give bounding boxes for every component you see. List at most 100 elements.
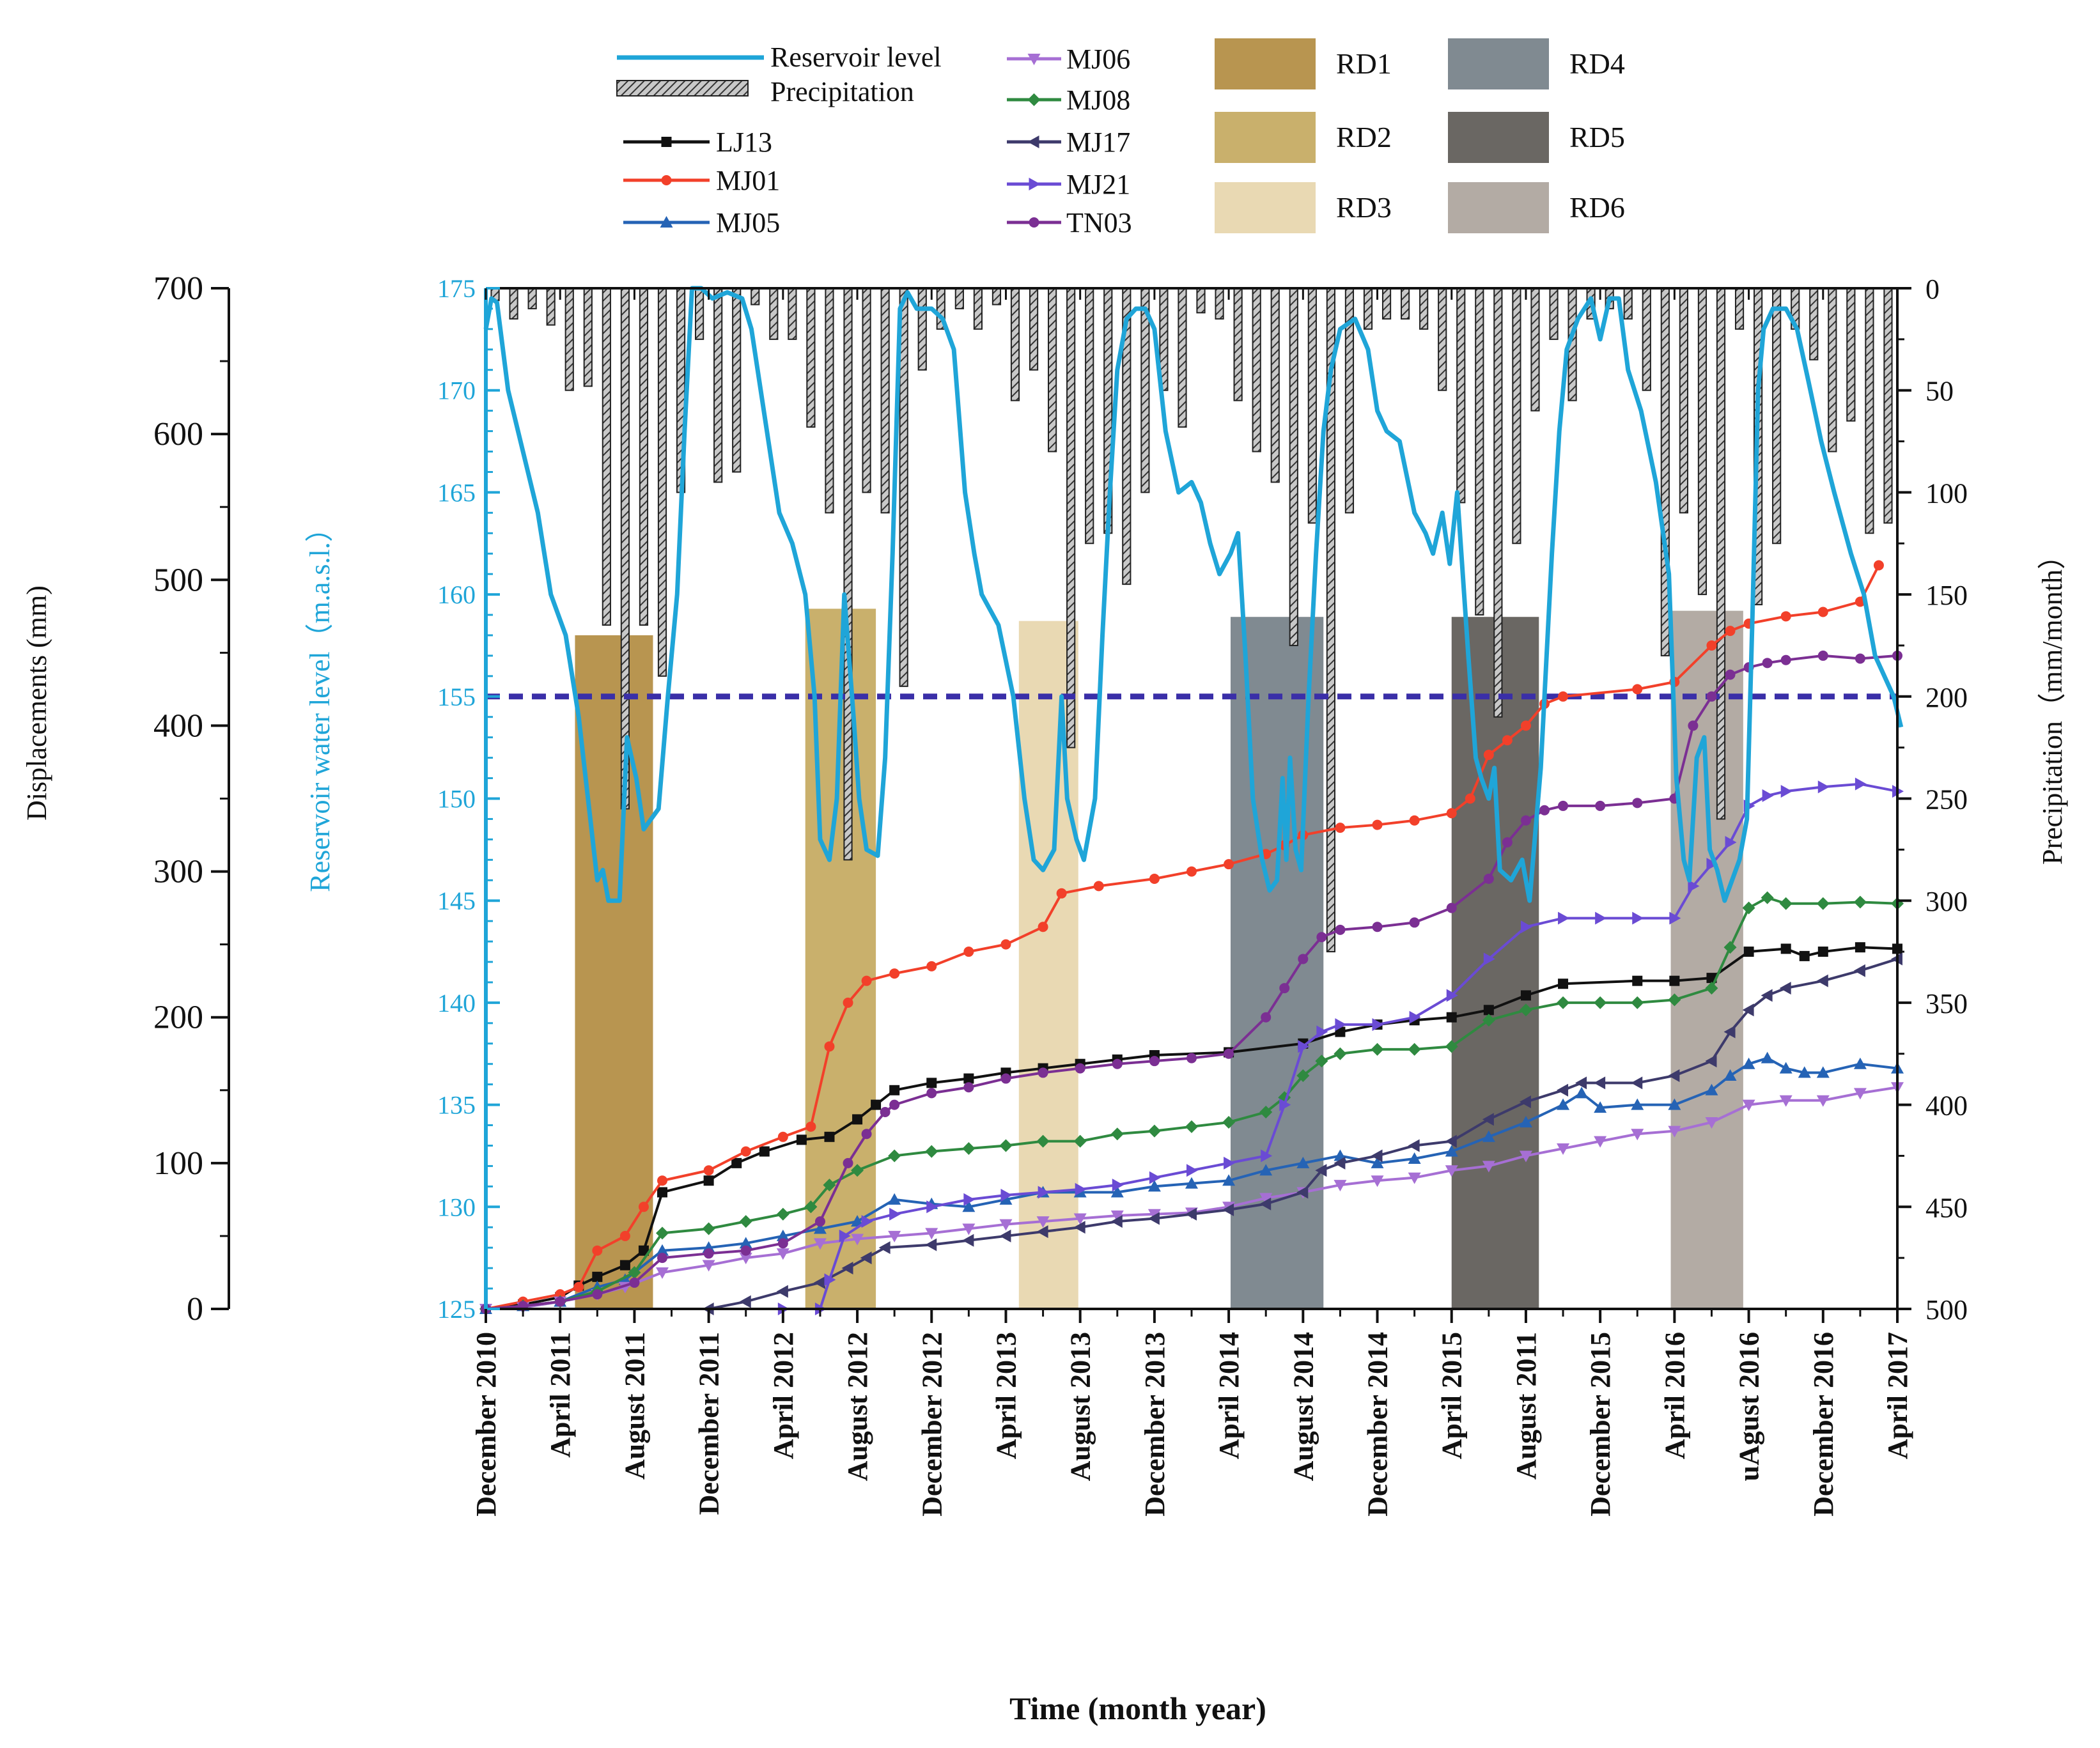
data-point [1725, 626, 1736, 637]
data-point [1371, 1175, 1384, 1187]
data-point [1575, 1076, 1587, 1090]
precipitation-bar [620, 288, 630, 810]
data-point [1185, 1177, 1198, 1189]
y3-tick-label: 300 [1925, 886, 1968, 917]
legend-band-label: RD5 [1569, 121, 1625, 153]
y2-tick-label: 165 [437, 478, 476, 507]
data-point [1557, 1098, 1570, 1110]
y2-tick-label: 150 [437, 785, 476, 814]
data-point [661, 175, 672, 185]
data-point [1408, 1042, 1421, 1056]
data-point [1706, 640, 1717, 651]
data-point [1445, 1040, 1458, 1053]
precipitation-bar [639, 288, 649, 626]
data-point [925, 1238, 937, 1251]
precipitation-bar [1289, 288, 1298, 646]
data-point [657, 1253, 667, 1264]
data-point [1853, 964, 1865, 977]
data-point [1027, 54, 1041, 65]
legend-item-mj21: MJ21 [1007, 169, 1130, 200]
series-tn03 [481, 650, 1902, 1314]
y2-tick-label: 130 [437, 1193, 476, 1221]
data-point [776, 1207, 789, 1221]
legend-band-swatch [1215, 112, 1316, 163]
precipitation-bar [1530, 288, 1540, 412]
data-point [999, 1229, 1011, 1242]
series-mj21 [777, 777, 1904, 1315]
data-point [1594, 1076, 1606, 1090]
precipitation-bar [1048, 288, 1057, 452]
precipitation-bar [954, 288, 964, 309]
data-point [1445, 1145, 1458, 1157]
data-point [1723, 1025, 1736, 1039]
data-point [739, 1215, 752, 1228]
data-point [889, 1207, 901, 1221]
precipitation-bar [564, 288, 574, 391]
precipitation-bar [1883, 288, 1893, 524]
data-point [703, 1165, 714, 1176]
data-point [1446, 808, 1457, 819]
data-point [1743, 947, 1754, 957]
precipitation-bar [843, 288, 853, 861]
data-point [1855, 653, 1865, 664]
legend-precipitation-label: Precipitation [770, 76, 914, 107]
y2-axis-title: Reservoir water level（m.a.s.l.） [304, 514, 336, 892]
data-point [824, 1131, 835, 1142]
series-line-mj01 [485, 564, 1880, 1310]
y1-tick-label: 100 [153, 1145, 203, 1182]
data-point [963, 1082, 974, 1093]
data-point [1502, 735, 1513, 746]
data-point [1595, 911, 1607, 925]
data-point [1465, 793, 1475, 804]
precipitation-bar [695, 288, 704, 340]
data-point [962, 1200, 976, 1212]
data-point [1110, 1215, 1123, 1228]
data-point [739, 1237, 752, 1249]
data-point [1853, 1088, 1867, 1100]
data-point [888, 1230, 901, 1242]
legend-item-rd4: RD4 [1448, 38, 1625, 89]
data-point [1519, 1115, 1532, 1127]
y3-tick-label: 50 [1925, 376, 1954, 407]
data-point [1186, 1164, 1198, 1177]
y3-tick-label: 500 [1925, 1294, 1968, 1326]
data-point [1446, 1012, 1457, 1023]
data-point [1705, 1083, 1718, 1095]
data-point [1779, 982, 1791, 995]
data-point [656, 1267, 669, 1279]
y1-tick-label: 200 [153, 1000, 203, 1036]
data-point [1027, 93, 1041, 106]
data-point [1558, 911, 1570, 925]
precipitation-bar [1493, 288, 1503, 718]
data-point [1296, 1156, 1310, 1168]
data-point [1688, 879, 1700, 893]
data-point [1259, 1193, 1273, 1205]
data-point [1372, 1018, 1384, 1032]
data-point [1371, 1156, 1384, 1168]
precipitation-bar [992, 288, 1002, 306]
data-point [660, 216, 673, 228]
precipitation-bar [1846, 288, 1856, 422]
data-point [1445, 1134, 1457, 1148]
data-point [1669, 975, 1680, 986]
legend-item-mj08: MJ08 [1007, 84, 1130, 116]
legend-item-rd3: RD3 [1215, 182, 1392, 233]
data-point [824, 1041, 835, 1052]
data-point [1855, 942, 1865, 953]
precipitation-bar [1828, 288, 1837, 452]
data-point [739, 1253, 752, 1265]
precipitation-bar [602, 288, 611, 626]
data-point [1798, 1066, 1811, 1078]
precipitation-bar [1252, 288, 1261, 452]
data-point [573, 1281, 584, 1292]
data-point [963, 1073, 974, 1084]
data-point [1558, 800, 1569, 811]
legend-item-tn03: TN03 [1007, 207, 1132, 238]
data-point [1073, 1221, 1085, 1234]
data-point [592, 1271, 603, 1282]
data-point [1520, 920, 1532, 934]
data-point [1816, 897, 1830, 910]
x-tick-label: April 2012 [768, 1332, 799, 1459]
data-point [1539, 805, 1550, 816]
data-point [860, 1251, 872, 1265]
